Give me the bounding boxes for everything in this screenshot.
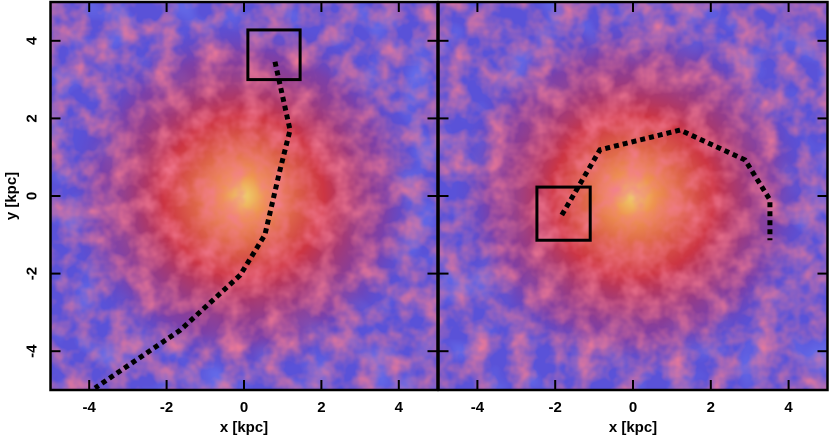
x-axis-label: x [kpc]	[220, 419, 268, 436]
density-map	[50, 2, 438, 390]
y-tick-label: 2	[23, 114, 40, 122]
x-tick-label: -4	[83, 399, 97, 416]
x-tick-label: 4	[395, 399, 404, 416]
x-tick-label: 2	[317, 399, 325, 416]
x-tick-label: -2	[160, 399, 173, 416]
x-tick-label: 0	[240, 399, 248, 416]
y-tick-label: 0	[23, 192, 40, 200]
panel: -4 -2 0 2 4 x [kpc]	[437, 0, 829, 436]
x-tick-label: -4	[471, 399, 485, 416]
box	[535, 185, 592, 242]
x-tick-label: 0	[629, 399, 637, 416]
clumps	[50, 2, 438, 390]
x-tick-label: -2	[549, 399, 562, 416]
x-axis-label: x [kpc]	[609, 419, 657, 436]
panel: -4 -2 0 2 4 -4 -2 0 2 4 x [kpc] y [kpc]	[3, 0, 439, 436]
track	[559, 127, 773, 241]
x-tick-label: 4	[784, 399, 793, 416]
y-tick-label: 4	[23, 36, 40, 45]
y-tick-label: -4	[23, 344, 40, 358]
track	[93, 61, 293, 390]
density-map	[438, 2, 828, 390]
box	[246, 28, 302, 82]
clumps	[438, 2, 828, 390]
x-tick-label: 2	[707, 399, 715, 416]
y-tick-label: -2	[23, 267, 40, 280]
y-axis-label: y [kpc]	[3, 172, 20, 220]
